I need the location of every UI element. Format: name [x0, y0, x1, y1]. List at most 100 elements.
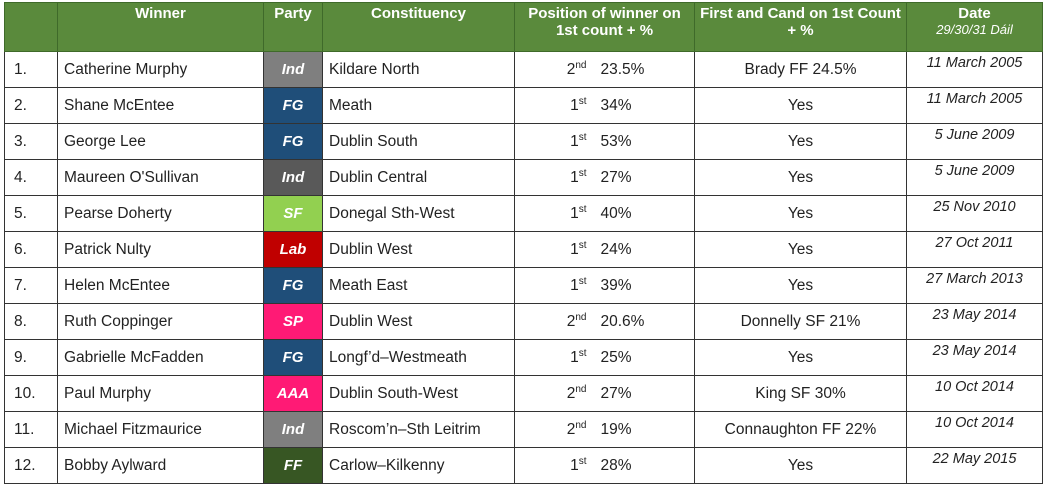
constituency-cell: Dublin West	[322, 303, 515, 340]
date-cell: 23 May 2014	[906, 339, 1043, 376]
constituency-cell: Dublin West	[322, 231, 515, 268]
position-ordinal: 2nd	[549, 60, 587, 79]
row-number: 2.	[4, 87, 58, 124]
date-cell: 23 May 2014	[906, 303, 1043, 340]
table-row: 9. Gabrielle McFadden FG Longf’d–Westmeath 1…	[4, 339, 1043, 376]
party-badge: FF	[263, 447, 323, 484]
party-badge: AAA	[263, 375, 323, 412]
date-cell: 11 March 2005	[906, 87, 1043, 124]
row-number: 9.	[4, 339, 58, 376]
position-cell: 1st 27%	[514, 159, 695, 196]
position-rank: 2	[566, 385, 576, 403]
row-number: 8.	[4, 303, 58, 340]
party-badge: Lab	[263, 231, 323, 268]
constituency-cell: Carlow–Kilkenny	[322, 447, 515, 484]
position-cell: 2nd 27%	[514, 375, 695, 412]
winner-cell: Maureen O'Sullivan	[57, 159, 264, 196]
position-cell: 1st 24%	[514, 231, 695, 268]
position-suffix: st	[578, 203, 587, 215]
constituency-cell: Kildare North	[322, 51, 515, 88]
constituency-cell: Dublin South	[322, 123, 515, 160]
date-cell: 27 Oct 2011	[906, 231, 1043, 268]
table-row: 5. Pearse Doherty SF Donegal Sth-West 1st 40%…	[4, 195, 1043, 232]
constituency-cell: Longf’d–Westmeath	[322, 339, 515, 376]
position-cell: 1st 25%	[514, 339, 695, 376]
position-cell: 1st 39%	[514, 267, 695, 304]
position-rank: 1	[570, 241, 579, 259]
winner-cell: Pearse Doherty	[57, 195, 264, 232]
table-row: 4. Maureen O'Sullivan Ind Dublin Central 1st…	[4, 159, 1043, 196]
first-candidate-cell: Yes	[694, 447, 907, 484]
winner-cell: Ruth Coppinger	[57, 303, 264, 340]
position-rank: 2	[566, 421, 576, 439]
party-badge: FG	[263, 87, 323, 124]
position-percent: 39%	[600, 277, 632, 295]
position-ordinal: 1st	[549, 348, 586, 367]
first-candidate-cell: King SF 30%	[694, 375, 907, 412]
position-cell: 2nd 19%	[514, 411, 695, 448]
winner-cell: Michael Fitzmaurice	[57, 411, 264, 448]
position-ordinal: 1st	[549, 203, 587, 223]
winner-cell: George Lee	[57, 123, 264, 160]
position-rank: 1	[570, 277, 579, 295]
date-cell: 5 June 2009	[906, 159, 1043, 196]
first-candidate-cell: Connaughton FF 22%	[694, 411, 907, 448]
table-body: 1. Catherine Murphy Ind Kildare North 2nd 23.…	[4, 51, 1043, 484]
party-badge: Ind	[263, 411, 323, 448]
winner-cell: Paul Murphy	[57, 375, 264, 412]
date-cell: 10 Oct 2014	[906, 411, 1043, 448]
date-cell: 25 Nov 2010	[906, 195, 1043, 232]
date-cell: 10 Oct 2014	[906, 375, 1043, 412]
position-cell: 1st 40%	[514, 195, 695, 232]
table-row: 11. Michael Fitzmaurice Ind Roscom’n–Sth Le…	[4, 411, 1043, 448]
row-number: 4.	[4, 159, 58, 196]
table-row: 7. Helen McEntee FG Meath East 1st 39% Yes 27 M…	[4, 267, 1043, 304]
position-percent: 27%	[600, 169, 632, 187]
row-number: 12.	[4, 447, 58, 484]
constituency-cell: Meath East	[322, 267, 515, 304]
row-number: 1.	[4, 51, 58, 88]
position-ordinal: 1st	[549, 455, 587, 475]
position-suffix: nd	[575, 419, 587, 431]
table-row: 12. Bobby Aylward FF Carlow–Kilkenny 1st 28% Y…	[4, 447, 1043, 484]
date-cell: 11 March 2005	[906, 51, 1043, 88]
position-percent: 53%	[600, 133, 632, 151]
position-rank: 1	[570, 349, 579, 367]
party-badge: Ind	[263, 159, 323, 196]
first-candidate-cell: Brady FF 24.5%	[694, 51, 907, 88]
header-winner: Winner	[57, 2, 264, 52]
header-position: Position of winner on 1st count + %	[514, 2, 695, 52]
party-badge: SF	[263, 195, 323, 232]
position-ordinal: 1st	[549, 276, 586, 295]
row-number: 7.	[4, 267, 58, 304]
position-rank: 1	[570, 205, 579, 223]
position-suffix: st	[578, 239, 587, 251]
constituency-cell: Donegal Sth-West	[322, 195, 515, 232]
position-rank: 1	[570, 457, 579, 475]
position-suffix: st	[578, 95, 587, 107]
position-rank: 1	[570, 97, 579, 115]
party-badge: FG	[263, 339, 323, 376]
date-cell: 22 May 2015	[906, 447, 1043, 484]
first-candidate-cell: Yes	[694, 231, 907, 268]
party-badge: SP	[263, 303, 323, 340]
position-suffix: st	[578, 167, 587, 179]
winner-cell: Gabrielle McFadden	[57, 339, 264, 376]
winner-cell: Helen McEntee	[57, 267, 264, 304]
table-row: 3. George Lee FG Dublin South 1st 53% Yes 5 Jun…	[4, 123, 1043, 160]
row-number: 10.	[4, 375, 58, 412]
position-percent: 23.5%	[600, 61, 645, 79]
position-ordinal: 1st	[549, 167, 587, 187]
first-candidate-cell: Donnelly SF 21%	[694, 303, 907, 340]
winner-cell: Catherine Murphy	[57, 51, 264, 88]
constituency-cell: Meath	[322, 87, 515, 124]
header-date: Date 29/30/31 Dáil	[906, 2, 1043, 52]
position-rank: 2	[566, 313, 576, 331]
first-candidate-cell: Yes	[694, 339, 907, 376]
position-percent: 40%	[600, 205, 632, 223]
position-suffix: st	[578, 455, 587, 467]
position-percent: 27%	[600, 385, 632, 403]
position-percent: 34%	[600, 97, 632, 115]
position-rank: 1	[570, 169, 579, 187]
constituency-cell: Dublin South-West	[322, 375, 515, 412]
